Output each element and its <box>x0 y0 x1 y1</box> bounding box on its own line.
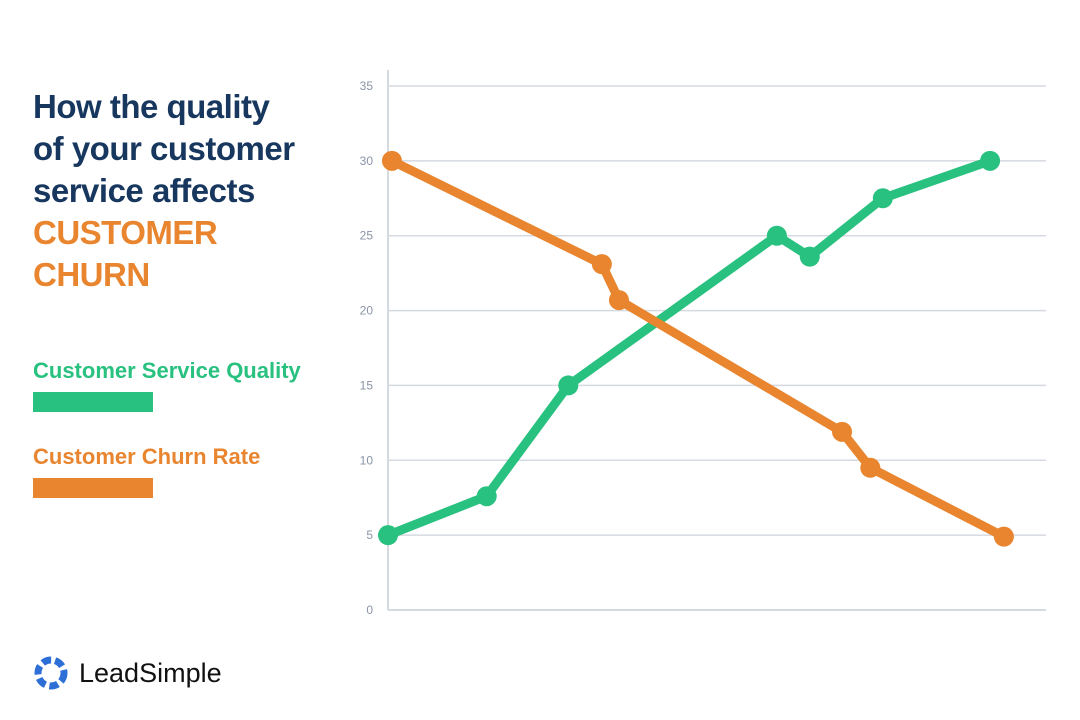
legend-item-quality: Customer Service Quality <box>33 358 301 412</box>
brand-logo: LeadSimple <box>33 655 222 691</box>
y-tick-label: 5 <box>366 528 373 542</box>
y-tick-label: 0 <box>366 603 373 617</box>
legend-swatch <box>33 392 153 412</box>
title-highlight: CUSTOMER <box>33 214 218 251</box>
legend-label: Customer Churn Rate <box>33 444 261 469</box>
chart-title: How the quality of your customer service… <box>33 86 353 296</box>
data-point <box>860 457 881 478</box>
data-point <box>608 290 629 311</box>
y-tick-label: 35 <box>360 79 374 93</box>
series-line-churn <box>387 156 1009 542</box>
y-tick-label: 25 <box>360 229 374 243</box>
data-point <box>980 150 1001 171</box>
data-point <box>381 150 402 171</box>
data-point <box>799 246 820 267</box>
y-tick-label: 10 <box>360 453 374 467</box>
data-point <box>476 486 497 507</box>
data-point <box>558 375 579 396</box>
title-line: service affects <box>33 172 255 209</box>
legend-swatch <box>33 478 153 498</box>
data-point <box>766 225 787 246</box>
y-tick-label: 15 <box>360 378 374 392</box>
legend-item-churn: Customer Churn Rate <box>33 444 260 498</box>
y-tick-label: 30 <box>360 154 374 168</box>
leadsimple-logo-icon <box>34 656 68 690</box>
title-line: of your customer <box>33 130 295 167</box>
data-point <box>872 188 893 209</box>
data-point <box>378 525 398 546</box>
title-highlight: CHURN <box>33 256 150 293</box>
brand-name: LeadSimple <box>79 657 222 688</box>
title-line: How the quality <box>33 88 270 125</box>
data-point <box>591 254 612 275</box>
data-point <box>832 421 853 442</box>
y-tick-label: 20 <box>360 304 374 318</box>
legend-label: Customer Service Quality <box>33 358 301 383</box>
data-point <box>993 526 1014 547</box>
